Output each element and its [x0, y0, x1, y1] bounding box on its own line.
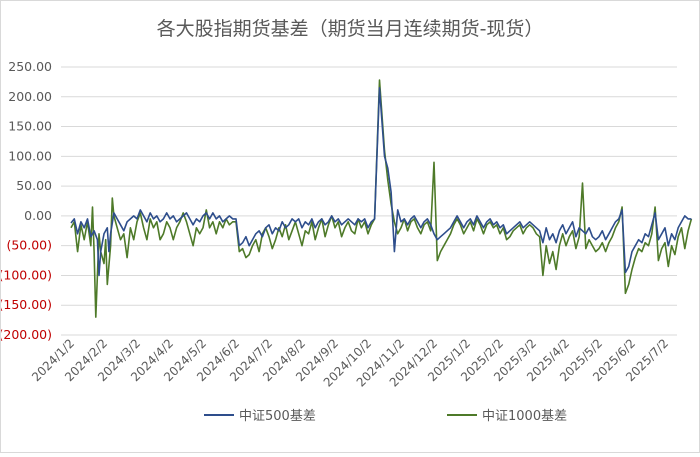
chart-title: 各大股指期货基差（期货当月连续期货-现货）	[157, 18, 544, 40]
y-tick-label: 150.00	[8, 119, 52, 134]
y-tick-label: 200.00	[8, 89, 52, 104]
x-axis-ticks: 2024/1/22024/2/22024/3/22024/4/22024/5/2…	[29, 336, 671, 389]
y-tick-label: 250.00	[8, 59, 52, 74]
legend: 中证500基差 中证1000基差	[204, 409, 567, 424]
series-line	[70, 79, 693, 318]
y-tick-label: (100.00)	[1, 267, 52, 282]
series-lines	[70, 79, 693, 318]
y-axis-ticks: 250.00 200.00 150.00 100.00 50.00 0.00 (50.00)…	[0, 59, 52, 342]
y-tick-label: (50.00)	[6, 238, 52, 253]
grid-lines	[61, 66, 677, 336]
legend-label: 中证500基差	[239, 409, 316, 424]
series-line	[70, 87, 692, 277]
y-tick-label: (150.00)	[1, 297, 52, 312]
y-tick-label: (200.00)	[1, 327, 52, 342]
y-tick-label: 50.00	[16, 178, 52, 193]
y-tick-label: 0.00	[24, 208, 52, 223]
y-tick-label: 100.00	[8, 148, 52, 163]
legend-label: 中证1000基差	[482, 409, 567, 424]
